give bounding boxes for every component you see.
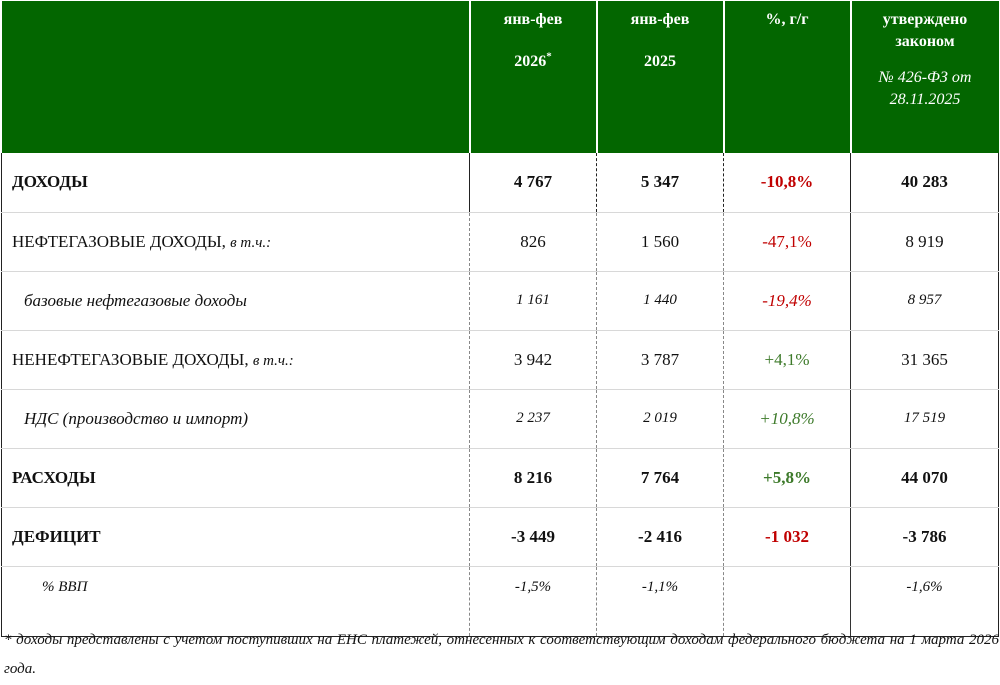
cell-2025: 1 560 [596,212,724,272]
cell-2025: 1 440 [596,271,724,331]
cell-2026: -1,5% [469,566,597,637]
header-label-cell [1,1,470,153]
footnote: * доходы представлены с учетом поступивш… [4,632,999,677]
header-law-line2: законом [895,33,955,50]
row-label: ДОХОДЫ [1,153,470,213]
cell-law: -1,6% [850,566,999,637]
cell-2025: 3 787 [596,330,724,390]
table-row-vat: НДС (производство и импорт) 2 237 2 019 … [1,389,999,449]
cell-yoy: +4,1% [723,330,851,390]
cell-2025: 5 347 [596,153,724,213]
header-2025-year: 2025 [644,53,676,70]
cell-2026: 4 767 [469,153,597,213]
cell-2026: -3 449 [469,507,597,567]
cell-2026: 2 237 [469,389,597,449]
cell-2026: 3 942 [469,330,597,390]
cell-law: -3 786 [850,507,999,567]
row-label-cell: НЕФТЕГАЗОВЫЕ ДОХОДЫ, в т.ч.: [1,212,470,272]
table-row-gdp-share: % ВВП -1,5% -1,1% -1,6% [1,566,999,637]
header-2026-period: янв-фев [503,11,563,28]
cell-yoy: +5,8% [723,448,851,508]
cell-law: 31 365 [850,330,999,390]
cell-yoy: -19,4% [723,271,851,331]
cell-law: 44 070 [850,448,999,508]
cell-yoy: -1 032 [723,507,851,567]
header-2026-year: 2026 [514,53,547,70]
row-qualifier: в т.ч.: [252,352,294,369]
row-label: базовые нефтегазовые доходы [1,271,470,331]
cell-law: 8 919 [850,212,999,272]
cell-2026: 8 216 [469,448,597,508]
row-qualifier: в т.ч.: [230,234,272,251]
row-label: НДС (производство и импорт) [1,389,470,449]
cell-2025: -1,1% [596,566,724,637]
row-label-cell: НЕНЕФТЕГАЗОВЫЕ ДОХОДЫ, в т.ч.: [1,330,470,390]
row-label: % ВВП [1,566,470,637]
cell-law: 40 283 [850,153,999,213]
row-label: НЕФТЕГАЗОВЫЕ ДОХОДЫ, [12,231,226,251]
header-yoy: %, г/г [722,1,851,153]
table-row-revenue: ДОХОДЫ 4 767 5 347 -10,8% 40 283 [1,153,999,213]
row-label: РАСХОДЫ [1,448,470,508]
cell-2025: 7 764 [596,448,724,508]
cell-2026: 826 [469,212,597,272]
table-row-expenses: РАСХОДЫ 8 216 7 764 +5,8% 44 070 [1,448,999,508]
header-law: утверждено законом № 426-ФЗ от 28.11.202… [849,1,999,153]
header-law-line1: утверждено [882,11,968,28]
header-2025: янв-фев 2025 [595,1,724,153]
cell-yoy: -47,1% [723,212,851,272]
cell-yoy: -10,8% [723,153,851,213]
table-header-row: янв-фев 2026* янв-фев 2025 %, г/г утверж… [1,1,999,153]
cell-2025: -2 416 [596,507,724,567]
row-label: НЕНЕФТЕГАЗОВЫЕ ДОХОДЫ, [12,349,249,369]
table-row-non-oil-gas: НЕНЕФТЕГАЗОВЫЕ ДОХОДЫ, в т.ч.: 3 942 3 7… [1,330,999,390]
cell-2026: 1 161 [469,271,597,331]
header-2026: янв-фев 2026* [468,1,597,153]
header-law-number: № 426-ФЗ от [878,69,972,86]
header-2025-period: янв-фев [630,11,690,28]
table-row-base-oil-gas: базовые нефтегазовые доходы 1 161 1 440 … [1,271,999,331]
cell-law: 8 957 [850,271,999,331]
cell-2025: 2 019 [596,389,724,449]
budget-table: янв-фев 2026* янв-фев 2025 %, г/г утверж… [1,1,999,637]
table-row-oil-gas: НЕФТЕГАЗОВЫЕ ДОХОДЫ, в т.ч.: 826 1 560 -… [1,212,999,272]
cell-law: 17 519 [850,389,999,449]
header-law-date: 28.11.2025 [889,91,961,108]
cell-yoy: +10,8% [723,389,851,449]
row-label: ДЕФИЦИТ [1,507,470,567]
cell-yoy [723,566,851,637]
table-row-deficit: ДЕФИЦИТ -3 449 -2 416 -1 032 -3 786 [1,507,999,567]
header-yoy-label: %, г/г [765,11,809,28]
footnote-marker: * [546,50,552,63]
